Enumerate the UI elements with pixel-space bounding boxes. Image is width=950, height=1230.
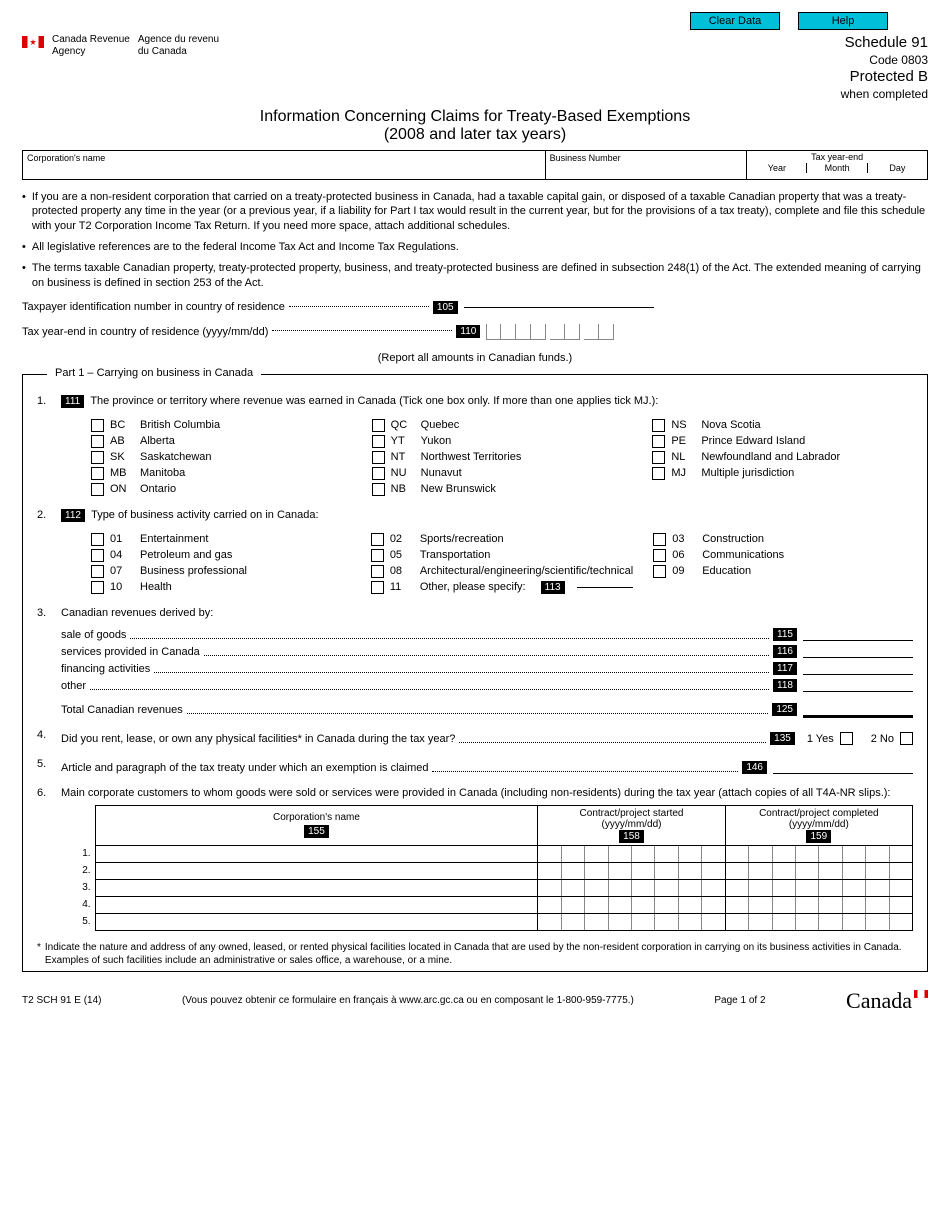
checkbox-SK[interactable]: SKSaskatchewan: [91, 451, 352, 464]
checkbox-NT[interactable]: NTNorthwest Territories: [372, 451, 633, 464]
tbl-name-3[interactable]: [95, 879, 538, 896]
checkbox-ON[interactable]: ONOntario: [91, 483, 352, 496]
checkbox-YT[interactable]: YTYukon: [372, 435, 633, 448]
canada-wordmark: Canada: [846, 988, 928, 1014]
checkbox-08[interactable]: 08Architectural/engineering/scientific/t…: [371, 565, 633, 578]
checkbox-AB[interactable]: ABAlberta: [91, 435, 352, 448]
agency-header: Canada Revenue Agency Agence du revenu d…: [22, 34, 219, 58]
tbl-start-1[interactable]: [538, 845, 725, 862]
line-110: Tax year-end in country of residence (yy…: [22, 324, 928, 340]
tbl-end-2[interactable]: [725, 862, 912, 879]
tbl-end-4[interactable]: [725, 896, 912, 913]
tbl-start-3[interactable]: [538, 879, 725, 896]
checkbox-NL[interactable]: NLNewfoundland and Labrador: [652, 451, 913, 464]
customers-table: Corporation's name155 Contract/project s…: [61, 805, 913, 931]
checkbox-NB[interactable]: NBNew Brunswick: [372, 483, 633, 496]
tbl-name-4[interactable]: [95, 896, 538, 913]
schedule-info: Schedule 91 Code 0803 Protected B when c…: [841, 34, 928, 102]
tbl-end-1[interactable]: [725, 845, 912, 862]
checkbox-QC[interactable]: QCQuebec: [372, 419, 633, 432]
field-125[interactable]: [803, 702, 913, 716]
checkbox-05[interactable]: 05Transportation: [371, 549, 633, 562]
checkbox-07[interactable]: 07Business professional: [91, 565, 351, 578]
checkbox-BC[interactable]: BCBritish Columbia: [91, 419, 352, 432]
checkbox-NS[interactable]: NSNova Scotia: [652, 419, 913, 432]
tbl-start-4[interactable]: [538, 896, 725, 913]
tbl-end-5[interactable]: [725, 913, 912, 930]
tbl-start-5[interactable]: [538, 913, 725, 930]
checkbox-NU[interactable]: NUNunavut: [372, 467, 633, 480]
tbl-name-1[interactable]: [95, 845, 538, 862]
report-note: (Report all amounts in Canadian funds.): [22, 352, 928, 364]
q4-yes-checkbox[interactable]: [840, 732, 853, 745]
help-button[interactable]: Help: [798, 12, 888, 30]
checkbox-02[interactable]: 02Sports/recreation: [371, 533, 633, 546]
tbl-end-3[interactable]: [725, 879, 912, 896]
q4-no-checkbox[interactable]: [900, 732, 913, 745]
checkbox-09[interactable]: 09Education: [653, 565, 913, 578]
checkbox-03[interactable]: 03Construction: [653, 533, 913, 546]
tbl-start-2[interactable]: [538, 862, 725, 879]
field-110[interactable]: [486, 324, 614, 340]
checkbox-10[interactable]: 10Health: [91, 581, 351, 594]
checkbox-04[interactable]: 04Petroleum and gas: [91, 549, 351, 562]
checkbox-PE[interactable]: PEPrince Edward Island: [652, 435, 913, 448]
instruction-2: All legislative references are to the fe…: [22, 240, 928, 255]
instruction-1: If you are a non-resident corporation th…: [22, 190, 928, 235]
tbl-name-2[interactable]: [95, 862, 538, 879]
page-footer: T2 SCH 91 E (14) (Vous pouvez obtenir ce…: [22, 988, 928, 1014]
checkbox-MJ[interactable]: MJMultiple jurisdiction: [652, 467, 913, 480]
field-146[interactable]: [773, 773, 913, 774]
form-title: Information Concerning Claims for Treaty…: [22, 108, 928, 144]
field-115[interactable]: [803, 627, 913, 641]
part-1: Part 1 – Carrying on business in Canada …: [22, 374, 928, 972]
line-105: Taxpayer identification number in countr…: [22, 301, 928, 314]
canada-flag-icon: [22, 36, 44, 48]
footnote: *Indicate the nature and address of any …: [37, 941, 913, 967]
checkbox-01[interactable]: 01Entertainment: [91, 533, 351, 546]
field-105[interactable]: [464, 307, 654, 308]
instruction-3: The terms taxable Canadian property, tre…: [22, 261, 928, 291]
field-116[interactable]: [803, 644, 913, 658]
checkbox-11[interactable]: 11Other, please specify: 113: [371, 581, 633, 594]
field-117[interactable]: [803, 661, 913, 675]
field-118[interactable]: [803, 678, 913, 692]
checkbox-MB[interactable]: MBManitoba: [91, 467, 352, 480]
clear-data-button[interactable]: Clear Data: [690, 12, 780, 30]
checkbox-06[interactable]: 06Communications: [653, 549, 913, 562]
tbl-name-5[interactable]: [95, 913, 538, 930]
identification-row: Corporation's name Business Number Tax y…: [22, 150, 928, 180]
